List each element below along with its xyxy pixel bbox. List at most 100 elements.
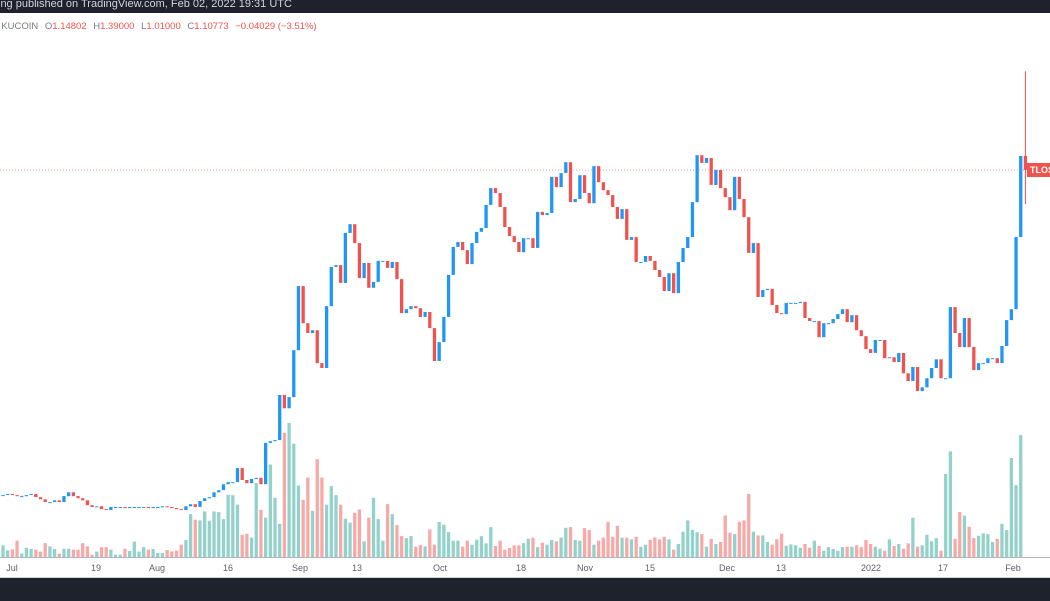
volume-bar [517,545,521,557]
volume-bar [282,432,287,557]
time-tick-label: 13 [351,563,363,573]
candle [990,358,995,360]
volume-bar [911,517,915,557]
volume-bar [953,538,957,557]
volume-bar [221,519,226,557]
volume-bar [986,534,990,557]
candle [878,340,882,341]
candle [995,358,999,364]
candle [742,199,746,218]
candle [20,496,24,498]
candle [667,273,671,291]
candle [1,495,5,497]
candle [737,176,741,199]
volume-bar [71,549,75,557]
candle [789,302,793,304]
candle [718,169,723,189]
candle [944,378,948,380]
volume-bar [428,529,432,557]
candle [132,507,136,508]
volume-bar [418,545,423,557]
candle [883,340,887,359]
volume-bar [850,546,854,557]
volume-bar [343,518,348,557]
candlestick-chart[interactable] [0,0,1050,557]
volume-bar [803,544,807,557]
volume-bar [460,546,465,557]
candle [428,312,432,329]
candle [657,270,662,277]
volume-bar [315,459,319,557]
volume-bar [381,540,385,557]
candle [174,508,179,510]
candle [104,509,108,511]
volume-bar [526,538,530,557]
volume-bar [353,512,357,557]
candle [629,237,634,240]
volume-bar [779,533,784,557]
candle [662,277,666,291]
candle [62,496,66,502]
candle [273,440,277,442]
candle [409,306,413,310]
volume-bar [287,423,291,557]
candle [127,507,132,509]
candle [681,248,685,262]
time-tick-label: Sep [291,563,309,573]
candle [278,395,282,441]
volume-bar [198,520,202,557]
volume-bar [24,547,29,557]
candle [315,330,319,364]
candle [976,363,981,371]
candle [198,501,202,507]
candle [840,309,845,315]
candle [761,290,765,297]
time-axis[interactable]: Jul 19 Aug 16 Sep 13 Oct 18 Nov 15 Dec 13 2022 17 Feb [0,557,1050,578]
volume-bar [897,544,901,557]
candle [751,243,756,253]
volume-bar [958,512,962,557]
volume-bar [1009,458,1013,557]
volume-bar [648,540,652,557]
volume-bar [245,533,249,557]
candle [142,507,146,508]
volume-bar [568,527,573,557]
volume-bar [981,533,985,557]
candle [639,262,643,263]
candle [1009,309,1013,321]
candle [15,495,19,497]
volume-bar [367,517,371,557]
volume-bar [929,541,934,557]
candle [550,176,554,213]
volume-bar [174,550,179,557]
volume-bar [765,542,770,557]
candle [451,246,455,275]
volume-bar [901,548,906,557]
candle [732,176,737,211]
volume-bar [151,549,155,557]
volume-bar [657,539,662,557]
candle [704,158,709,163]
volume-bar [90,554,94,557]
volume-bar [254,482,258,557]
volume-bar [85,546,90,557]
candle [564,162,568,173]
candle [301,286,305,324]
candle [869,349,873,353]
candle [981,363,985,365]
volume-bar [226,494,230,557]
candle [615,207,620,219]
candle [831,319,835,324]
candle [306,323,310,333]
candle [400,279,404,314]
candle [512,236,516,243]
volume-bar [967,526,971,557]
candle [634,237,638,262]
volume-bar [292,443,296,557]
legend-change: −0.04029 (−3.51%) [235,21,317,32]
candle [592,166,596,204]
candle [948,307,953,379]
volume-bar [193,519,197,557]
volume-bar [826,547,831,557]
volume-bar [146,549,151,557]
